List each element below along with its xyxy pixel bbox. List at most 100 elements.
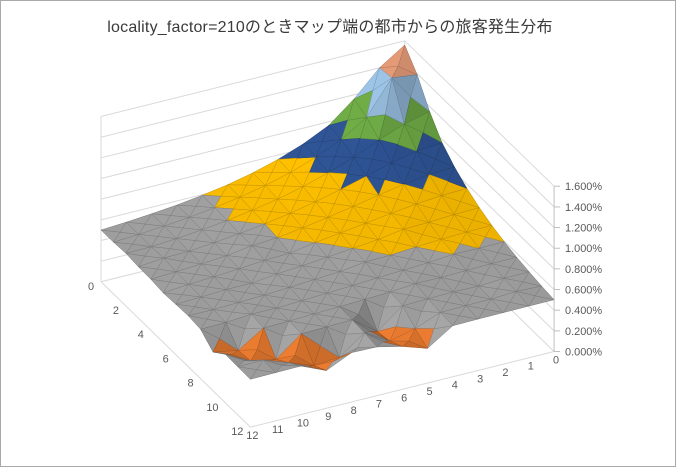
- surface-facet: [321, 172, 342, 190]
- surface-facet: [307, 279, 328, 294]
- surface-facet: [447, 166, 468, 189]
- surface-facet: [233, 196, 253, 211]
- surface-facet: [333, 271, 353, 286]
- surface-facet: [409, 246, 429, 263]
- surface-facet: [181, 284, 202, 298]
- surface-facet: [485, 225, 505, 243]
- surface-facet: [231, 350, 252, 362]
- depth-axis-tick-label: 8: [351, 405, 357, 417]
- surface-facet: [244, 313, 264, 330]
- surface-facet: [206, 309, 227, 323]
- surface-facet: [283, 213, 303, 229]
- surface-facet: [296, 186, 316, 202]
- surface-facet: [157, 225, 177, 239]
- value-axis-tick-label: 0.200%: [565, 326, 602, 338]
- surface-facet: [220, 255, 240, 269]
- surface-facet: [359, 222, 379, 240]
- surface-facet: [397, 123, 418, 152]
- x-axis-tick-label: 2: [113, 305, 119, 317]
- surface-facet: [256, 327, 277, 360]
- surface-facet: [346, 206, 366, 224]
- depth-axis-tick-label: 12: [246, 430, 258, 442]
- surface-facet: [195, 229, 215, 243]
- surface-facet: [408, 283, 429, 300]
- value-axis-tick-label: 1.000%: [565, 243, 602, 255]
- surface-facet: [207, 242, 228, 256]
- surface-facet: [245, 245, 265, 261]
- surface-facet: [446, 253, 467, 271]
- surface-facet: [283, 172, 304, 187]
- surface-facet: [422, 222, 442, 240]
- surface-facet: [282, 287, 303, 301]
- surface-facet: [332, 306, 353, 321]
- surface-facet: [132, 234, 152, 247]
- value-axis-tick-label: 1.200%: [565, 223, 602, 235]
- surface-facet: [460, 188, 480, 208]
- value-axis-tick-label: 0.000%: [565, 346, 602, 358]
- surface-facet: [410, 74, 430, 112]
- surface-facet: [484, 263, 505, 279]
- surface-facet: [396, 269, 416, 284]
- surface-facet: [370, 331, 391, 342]
- surface-facet: [245, 209, 266, 225]
- surface-facet: [435, 142, 455, 168]
- surface-facet: [270, 237, 291, 254]
- surface-facet: [397, 44, 418, 75]
- surface-facet: [308, 242, 328, 258]
- surface-facet: [194, 296, 214, 310]
- surface-facet: [144, 213, 165, 227]
- surface-facet: [169, 271, 189, 285]
- surface-facet: [434, 195, 455, 215]
- surface-facet: [396, 305, 416, 329]
- surface-facet: [232, 302, 252, 315]
- surface-facet: [433, 312, 454, 330]
- depth-axis-tick-label: 1: [528, 361, 534, 373]
- surface-facet: [220, 220, 240, 234]
- surface-facet: [497, 241, 517, 258]
- surface-facet: [334, 139, 354, 158]
- value-axis: 0.000% 0.200% 0.400% 0.600% 0.800% 1.000% 1.20…: [553, 181, 602, 358]
- surface-facet: [257, 294, 277, 309]
- depth-axis-tick-label: 9: [325, 411, 331, 423]
- surface-facet: [220, 184, 241, 198]
- surface-facet: [347, 98, 367, 121]
- surface-facet: [397, 183, 417, 205]
- surface-facet: [497, 278, 517, 292]
- surface-facet: [322, 125, 342, 142]
- surface-series: [100, 44, 555, 380]
- surface-facet: [371, 239, 391, 256]
- surface-facet: [509, 291, 530, 307]
- surface-facet: [510, 257, 530, 273]
- surface-facet: [332, 352, 352, 362]
- surface-facet: [385, 77, 405, 125]
- surface-facet: [408, 328, 428, 349]
- surface-facet: [232, 233, 253, 246]
- depth-axis-tick-label: 7: [376, 399, 382, 411]
- surface-facet: [295, 265, 315, 280]
- surface-facet: [372, 67, 393, 91]
- surface-facet: [434, 277, 454, 293]
- depth-axis-tick-label: 5: [426, 386, 432, 398]
- surface-facet: [396, 228, 417, 248]
- surface-facet: [244, 282, 265, 296]
- surface-facet: [333, 232, 354, 249]
- surface-facet: [371, 277, 391, 293]
- surface-facet: [384, 162, 405, 185]
- surface-facet: [359, 116, 380, 140]
- surface-facet: [346, 248, 366, 263]
- depth-axis-tick-label: 11: [272, 424, 283, 436]
- x-axis-tick-label: 12: [231, 426, 243, 438]
- surface-facet: [296, 143, 317, 159]
- surface-facet: [522, 271, 542, 287]
- surface-facet: [144, 246, 164, 259]
- surface-facet: [383, 340, 403, 347]
- surface-facet: [446, 291, 466, 306]
- surface-facet: [472, 207, 493, 226]
- left-category-axis: 0 2 4 6 8 10 12: [88, 281, 243, 438]
- depth-axis-tick-label: 2: [502, 367, 508, 379]
- surface-facet: [484, 298, 504, 313]
- surface-facet: [257, 260, 278, 275]
- surface-facet: [334, 189, 354, 207]
- value-axis-tick-label: 1.600%: [565, 181, 602, 193]
